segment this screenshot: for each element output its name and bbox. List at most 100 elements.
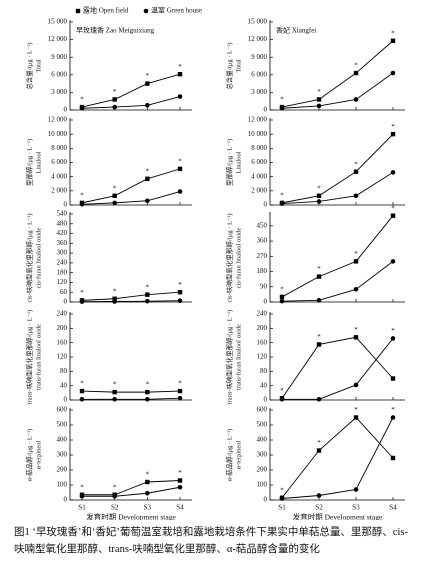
series-line: [281, 336, 394, 399]
significance-mark: *: [80, 380, 84, 388]
y-axis-label: 总含量/(μg · L⁻¹): [224, 42, 233, 89]
series-line: [281, 215, 394, 298]
y-axis-label: Total: [235, 59, 242, 72]
y-tick-label: 0: [64, 396, 68, 404]
marker: [112, 396, 117, 402]
marker: [279, 496, 285, 501]
marker: [390, 213, 396, 218]
series-line: [281, 40, 394, 108]
y-tick-label: 4 000: [51, 172, 67, 180]
y-axis-label: 里那醇/(μg · L⁻¹): [24, 139, 33, 186]
significance-mark: *: [178, 380, 182, 388]
y-tick-label: 400: [57, 436, 68, 444]
marker: [279, 201, 285, 206]
series-line: [81, 73, 181, 108]
marker: [353, 335, 359, 340]
y-tick-label: 160: [257, 338, 268, 346]
significance-mark: *: [146, 381, 150, 389]
y-axis-label: 总含量/(μg · L⁻¹): [24, 42, 33, 89]
marker: [143, 8, 149, 14]
y-tick-label: 180: [257, 267, 268, 275]
y-tick-label: 200: [57, 324, 68, 332]
marker: [316, 493, 322, 498]
significance-mark: *: [317, 439, 321, 447]
significance-mark: *: [354, 250, 358, 258]
y-tick-label: 6 000: [51, 70, 67, 78]
figure-caption: 图1 ‘早玫瑰香’和‘香妃’葡萄温室栽培和露地栽培条件下果实中单萜总量、里那醇、…: [14, 527, 409, 555]
y-tick-label: 480: [57, 219, 68, 227]
significance-mark: *: [317, 265, 321, 273]
marker: [316, 193, 322, 198]
marker: [112, 97, 117, 102]
significance-mark: *: [280, 286, 284, 294]
y-tick-label: 420: [57, 229, 68, 237]
significance-mark: *: [391, 29, 395, 37]
significance-mark: *: [80, 191, 84, 199]
y-axis-label: α-萜品醇/(μg · L⁻¹): [224, 429, 233, 482]
series-line: [82, 486, 181, 497]
y-tick-label: 4 000: [251, 172, 267, 180]
significance-mark: *: [80, 483, 84, 491]
x-tick-label: S2: [315, 504, 323, 512]
significance-mark: *: [280, 486, 284, 494]
marker: [177, 298, 183, 303]
y-tick-label: 600: [257, 406, 268, 414]
significance-mark: *: [391, 327, 395, 335]
significance-mark: *: [113, 287, 117, 295]
series-line: [281, 72, 394, 109]
y-tick-label: 500: [257, 421, 268, 429]
marker: [316, 274, 322, 279]
marker: [353, 70, 359, 76]
y-tick-label: 300: [57, 249, 68, 257]
marker: [316, 199, 322, 204]
series-line: [81, 168, 181, 204]
y-tick-label: 160: [57, 338, 68, 346]
series-line: [281, 261, 394, 302]
series-line: [281, 417, 394, 499]
marker: [390, 455, 396, 461]
y-tick-label: 360: [257, 237, 268, 245]
significance-mark: *: [80, 96, 84, 104]
x-tick-label: S2: [111, 504, 119, 512]
y-tick-label: 40: [260, 381, 268, 389]
y-tick-label: 8 000: [51, 144, 67, 152]
panel-title: 香妃 Xiangfei: [276, 26, 316, 35]
legend-label: 温室 Green house: [151, 6, 202, 15]
y-axis-label: Linalool: [235, 151, 242, 173]
marker: [145, 81, 150, 86]
significance-mark: *: [146, 471, 150, 479]
significance-mark: *: [146, 283, 150, 291]
marker: [79, 201, 85, 207]
marker: [79, 396, 85, 402]
y-axis-label: α-terpineol: [235, 440, 242, 469]
y-tick-label: 450: [257, 221, 268, 229]
y-tick-label: 60: [60, 288, 68, 296]
marker: [390, 170, 396, 175]
series-line: [281, 133, 394, 204]
y-tick-label: 100: [57, 481, 68, 489]
y-axis-label: cis-furan linalool oxide: [235, 228, 242, 289]
y-tick-label: 540: [57, 210, 68, 218]
y-tick-label: 10 000: [248, 130, 268, 138]
marker: [353, 382, 359, 388]
marker: [279, 396, 285, 402]
y-axis-label: trans-呋喃型氧化里那醇/(μg · L⁻¹): [224, 310, 233, 404]
series-line: [281, 172, 394, 205]
y-tick-label: 200: [257, 466, 268, 474]
y-tick-label: 15 000: [248, 18, 268, 26]
y-tick-label: 0: [264, 396, 268, 404]
y-tick-label: 12 000: [248, 35, 268, 43]
significance-mark: *: [354, 62, 358, 70]
y-axis-label: α-萜品醇/(μg · L⁻¹): [24, 429, 33, 482]
marker: [112, 200, 117, 206]
marker: [279, 105, 285, 111]
marker: [279, 294, 285, 300]
marker: [79, 105, 85, 111]
y-tick-label: 100: [257, 481, 268, 489]
y-tick-label: 2 000: [251, 186, 267, 194]
marker: [353, 259, 359, 264]
marker: [353, 193, 359, 199]
series-line: [81, 300, 181, 303]
significance-mark: *: [354, 406, 358, 414]
